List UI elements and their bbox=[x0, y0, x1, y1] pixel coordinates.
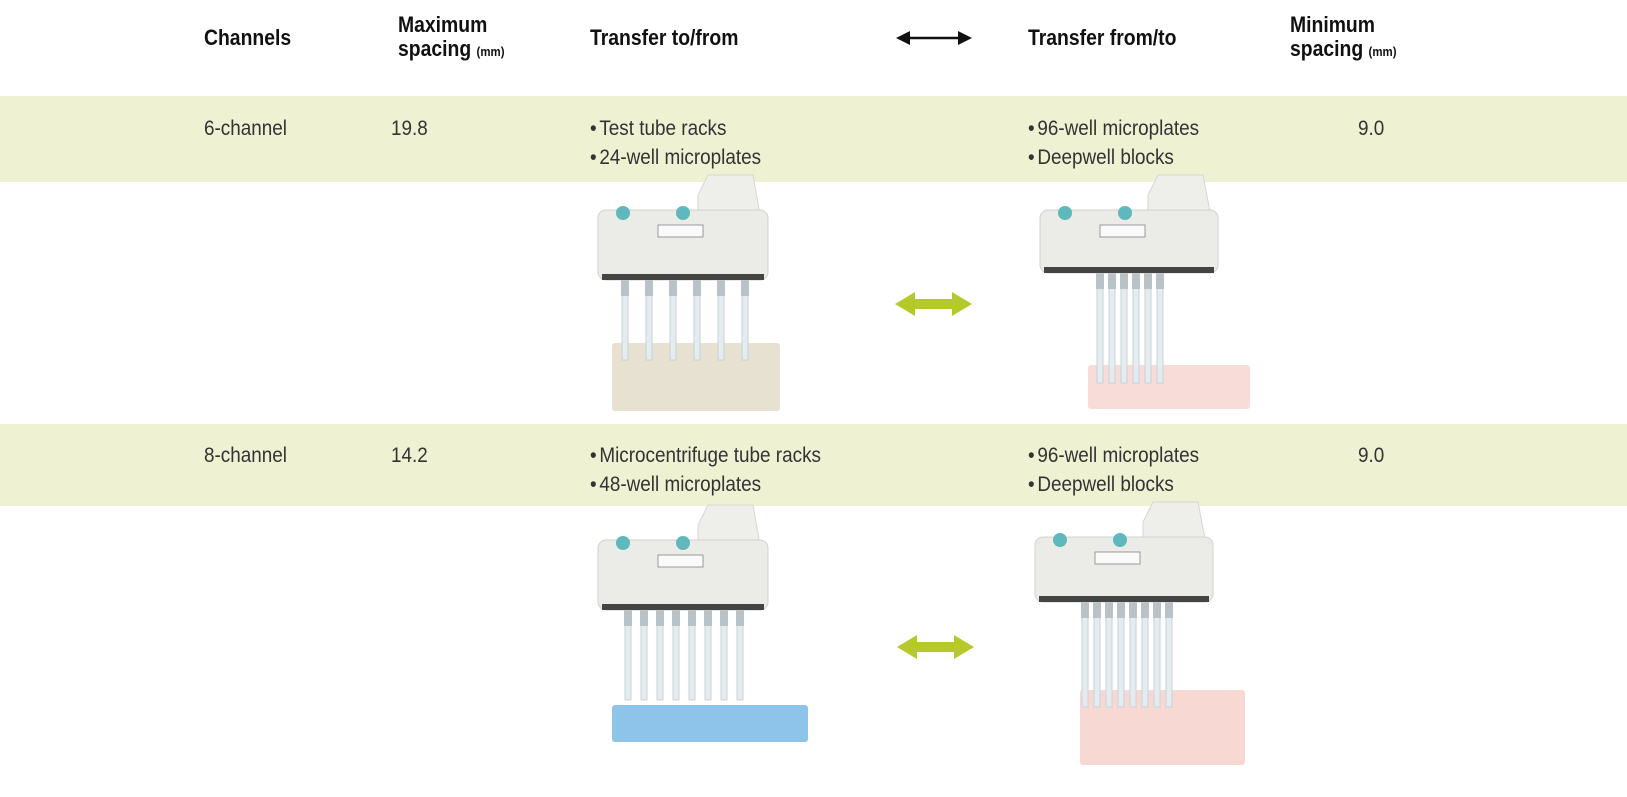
tip-cone bbox=[717, 280, 725, 296]
list-item: 48-well microplates bbox=[590, 470, 821, 499]
tip-cone bbox=[645, 280, 653, 296]
pipette-button bbox=[616, 536, 630, 550]
tip-cone bbox=[624, 610, 632, 626]
tip-cone bbox=[688, 610, 696, 626]
tip-cone bbox=[1165, 602, 1173, 618]
green-arrow bbox=[897, 635, 974, 659]
max-spacing: 14.2 bbox=[391, 444, 428, 467]
pipette-body bbox=[597, 209, 769, 281]
tip bbox=[1132, 272, 1140, 384]
list-item: Deepwell blocks bbox=[1028, 470, 1199, 499]
pipette-bar bbox=[1044, 267, 1214, 273]
channels: 8-channel bbox=[204, 444, 288, 467]
green-arrow bbox=[895, 292, 972, 316]
tip-cone bbox=[1132, 273, 1140, 289]
tube-rack bbox=[612, 343, 780, 411]
item-text: 96-well microplates bbox=[1037, 117, 1200, 140]
pipette-bar bbox=[602, 274, 764, 280]
pipette-button bbox=[1058, 206, 1072, 220]
header-arrow bbox=[896, 31, 972, 45]
list-item: Microcentrifuge tube racks bbox=[590, 441, 821, 470]
row-band bbox=[0, 96, 1627, 182]
tip-cone bbox=[672, 610, 680, 626]
header-text: Maximum spacing bbox=[398, 12, 488, 61]
tip-cone bbox=[1117, 602, 1125, 618]
pipette-bar bbox=[602, 604, 764, 610]
list-item: 96-well microplates bbox=[1028, 441, 1199, 470]
microplate bbox=[1080, 690, 1245, 765]
min-spacing: 9.0 bbox=[1358, 444, 1385, 467]
tip-cone bbox=[1141, 602, 1149, 618]
list-item: Deepwell blocks bbox=[1028, 143, 1199, 172]
item-text: Test tube racks bbox=[599, 117, 727, 140]
tip-cone bbox=[741, 280, 749, 296]
tip-cone bbox=[693, 280, 701, 296]
tip-cone bbox=[1093, 602, 1101, 618]
pipette-label bbox=[657, 224, 704, 238]
header-min-spacing: Minimum spacing (mm) bbox=[1290, 13, 1413, 64]
tip-cone bbox=[1120, 273, 1128, 289]
pipette-label bbox=[1099, 224, 1146, 238]
item-text: 24-well microplates bbox=[599, 146, 762, 169]
pipette-button bbox=[676, 206, 690, 220]
pipette-images bbox=[597, 174, 1250, 765]
header-unit: (mm) bbox=[476, 44, 505, 59]
tip-cone bbox=[1129, 602, 1137, 618]
pipette-body bbox=[597, 539, 769, 611]
header-channels: Channels bbox=[204, 25, 292, 50]
tip bbox=[1144, 272, 1152, 384]
pipette-label bbox=[657, 554, 704, 568]
tip-cone bbox=[704, 610, 712, 626]
tip-cone bbox=[720, 610, 728, 626]
list-item: Test tube racks bbox=[590, 114, 761, 143]
tip-cone bbox=[1153, 602, 1161, 618]
tip bbox=[1156, 272, 1164, 384]
tip bbox=[1120, 272, 1128, 384]
min-spacing: 9.0 bbox=[1358, 117, 1385, 140]
tube-rack bbox=[612, 705, 808, 742]
tip-cone bbox=[669, 280, 677, 296]
max-spacing: 19.8 bbox=[391, 117, 428, 140]
tip bbox=[1108, 272, 1116, 384]
item-text: 96-well microplates bbox=[1037, 444, 1200, 467]
tip-cone bbox=[1081, 602, 1089, 618]
tip-cone bbox=[1108, 273, 1116, 289]
item-text: Deepwell blocks bbox=[1037, 473, 1174, 496]
pipette-button bbox=[1053, 533, 1067, 547]
pipette-bar bbox=[1039, 596, 1209, 602]
header-transfer-from-to: Transfer from/to bbox=[1028, 25, 1177, 50]
tip-cone bbox=[656, 610, 664, 626]
tip-cone bbox=[1156, 273, 1164, 289]
tip-cone bbox=[1096, 273, 1104, 289]
from-to-list: 96-well microplates Deepwell blocks bbox=[1028, 114, 1199, 172]
header-text: Minimum spacing bbox=[1290, 12, 1375, 61]
tip-cone bbox=[1105, 602, 1113, 618]
to-from-list: Test tube racks 24-well microplates bbox=[590, 114, 761, 172]
channels: 6-channel bbox=[204, 117, 288, 140]
list-item: 96-well microplates bbox=[1028, 114, 1199, 143]
tip-cone bbox=[736, 610, 744, 626]
pipette-label bbox=[1094, 551, 1141, 565]
tip bbox=[1096, 272, 1104, 384]
item-text: Microcentrifuge tube racks bbox=[599, 444, 821, 467]
pipette-button bbox=[616, 206, 630, 220]
header-unit: (mm) bbox=[1368, 44, 1397, 59]
item-text: 48-well microplates bbox=[599, 473, 762, 496]
microplate bbox=[1088, 365, 1250, 409]
tip-cone bbox=[1144, 273, 1152, 289]
header-transfer-to-from: Transfer to/from bbox=[590, 25, 739, 50]
pipette-button bbox=[1113, 533, 1127, 547]
item-text: Deepwell blocks bbox=[1037, 146, 1174, 169]
from-to-list: 96-well microplates Deepwell blocks bbox=[1028, 441, 1199, 499]
to-from-list: Microcentrifuge tube racks 48-well micro… bbox=[590, 441, 821, 499]
pipette-button bbox=[676, 536, 690, 550]
list-item: 24-well microplates bbox=[590, 143, 761, 172]
header-max-spacing: Maximum spacing (mm) bbox=[398, 13, 521, 64]
pipette-button bbox=[1118, 206, 1132, 220]
tip-cone bbox=[640, 610, 648, 626]
tip-cone bbox=[621, 280, 629, 296]
